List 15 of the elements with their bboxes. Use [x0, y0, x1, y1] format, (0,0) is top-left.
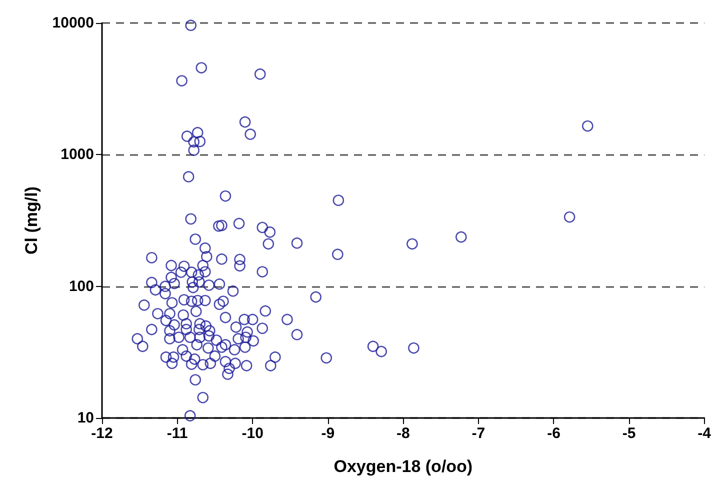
x-tick-label: -4 — [698, 425, 712, 442]
y-tick-label: 1000 — [60, 146, 94, 164]
x-tick-label: -12 — [91, 425, 113, 442]
x-tick-label: -10 — [242, 425, 264, 442]
x-tick-label: -8 — [396, 425, 410, 442]
x-tick-label: -11 — [166, 425, 188, 442]
y-tick-label: 10000 — [52, 14, 94, 32]
x-tick-label: -7 — [472, 425, 486, 442]
x-tick-label: -5 — [622, 425, 636, 442]
x-axis-title: Oxygen-18 (o/oo) — [334, 457, 473, 476]
x-tick-label: -9 — [321, 425, 335, 442]
y-tick-label: 100 — [68, 278, 94, 295]
x-tick-label: -6 — [547, 425, 560, 442]
y-axis-title: Cl (mg/l) — [22, 186, 41, 254]
y-tick-label: 10 — [77, 410, 94, 426]
